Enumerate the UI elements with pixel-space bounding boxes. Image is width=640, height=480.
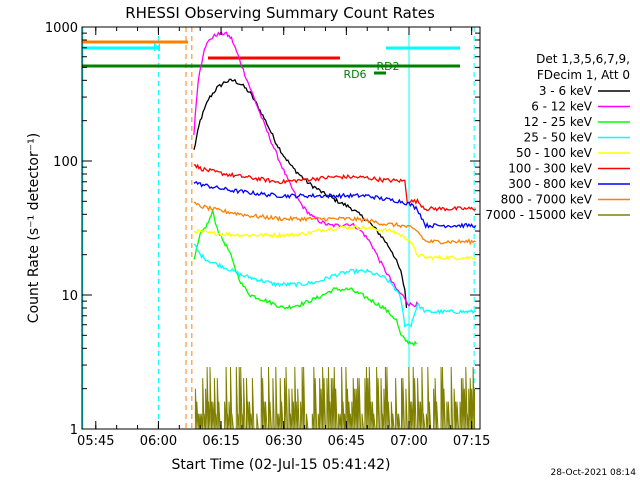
legend-label: 300 - 800 keV — [508, 177, 592, 191]
legend-label: 25 - 50 keV — [524, 131, 593, 145]
series-line — [193, 163, 477, 212]
legend-label: 6 - 12 keV — [531, 100, 593, 114]
segment-annotation: N — [153, 41, 161, 54]
x-tick-label: 07:00 — [390, 434, 427, 449]
series-line — [193, 209, 418, 347]
legend: Det 1,3,5,6,7,9, FDecim 1, Att 0 3 - 6 k… — [485, 52, 630, 222]
plot-frame — [81, 26, 481, 430]
x-tick-label: 05:45 — [77, 434, 114, 449]
footer-date: 28-Oct-2021 08:14 — [551, 468, 637, 478]
y-tick-label: 10 — [61, 289, 78, 304]
x-tick-label: 06:30 — [265, 434, 302, 449]
y-tick-label: 1 — [70, 423, 78, 438]
plot-area: N RD6 RD2 — [82, 27, 477, 430]
series-line — [193, 243, 477, 328]
x-tick-label: 06:15 — [202, 434, 239, 449]
x-tick-label: 06:45 — [328, 434, 365, 449]
y-tick-label: 1000 — [45, 21, 78, 36]
legend-label: 7000 - 15000 keV — [485, 208, 592, 222]
y-axis-label: Count Rate (s⁻¹ detector⁻¹) — [26, 133, 42, 323]
x-axis: 05:45 06:00 06:15 06:30 06:45 07:00 07:15 — [77, 27, 490, 449]
legend-label: 12 - 25 keV — [524, 115, 593, 129]
legend-label: 800 - 7000 keV — [501, 193, 593, 207]
legend-label: 3 - 6 keV — [539, 84, 593, 98]
x-tick-label: 07:15 — [453, 434, 490, 449]
segment-annotation: RD2 — [376, 60, 399, 73]
chart-title: RHESSI Observing Summary Count Rates — [125, 4, 435, 22]
series-line — [193, 30, 419, 308]
legend-header-line-1: Det 1,3,5,6,7,9, — [536, 52, 630, 66]
series-line — [193, 181, 477, 230]
y-axis: 1 10 100 1000 — [45, 21, 480, 438]
x-tick-label: 06:00 — [140, 434, 177, 449]
legend-label: 100 - 300 keV — [508, 162, 592, 176]
series-line — [193, 224, 477, 261]
series-line — [193, 78, 408, 309]
legend-header-line-2: FDecim 1, Att 0 — [537, 68, 630, 82]
x-axis-label: Start Time (02-Jul-15 05:41:42) — [171, 457, 390, 473]
legend-label: 50 - 100 keV — [516, 146, 593, 160]
series-line — [193, 201, 477, 246]
y-tick-label: 100 — [53, 155, 78, 170]
segment-annotation: RD6 — [343, 68, 366, 81]
